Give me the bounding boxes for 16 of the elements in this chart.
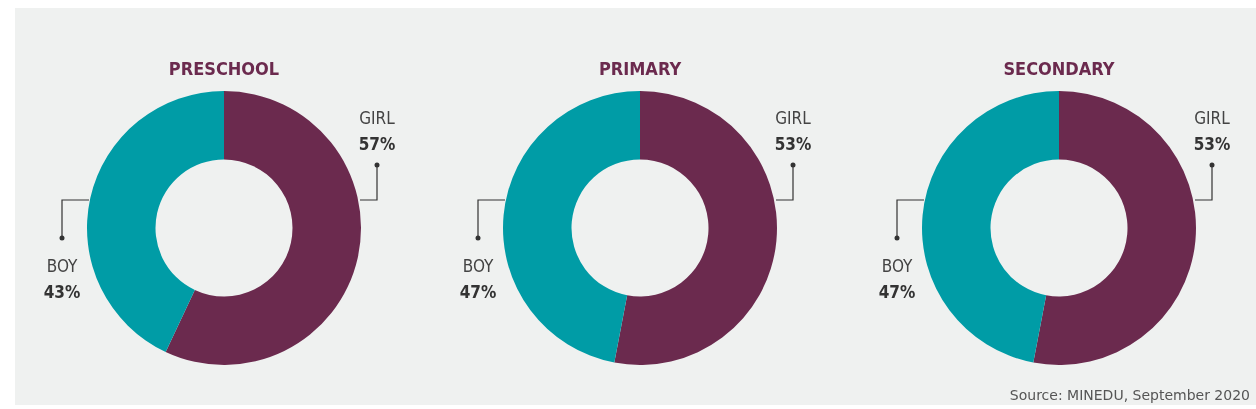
slice-label: GIRL — [1194, 108, 1231, 129]
data-label: 53% — [1193, 134, 1231, 155]
data-label: 53% — [774, 134, 812, 155]
slice-label: BOY — [881, 256, 913, 277]
slice-label: BOY — [462, 256, 494, 277]
data-label: 47% — [459, 282, 497, 303]
data-label: 57% — [358, 134, 396, 155]
data-label: 43% — [43, 282, 81, 303]
chart-title: PRESCHOOL — [168, 57, 280, 79]
chart-title: PRIMARY — [598, 57, 682, 79]
source-note: Source: MINEDU, September 2020 — [1009, 387, 1250, 403]
slice-label: GIRL — [359, 108, 396, 129]
data-label: 47% — [878, 282, 916, 303]
slice-label: GIRL — [775, 108, 812, 129]
chart-title: SECONDARY — [1003, 57, 1115, 79]
slice-label: BOY — [46, 256, 78, 277]
